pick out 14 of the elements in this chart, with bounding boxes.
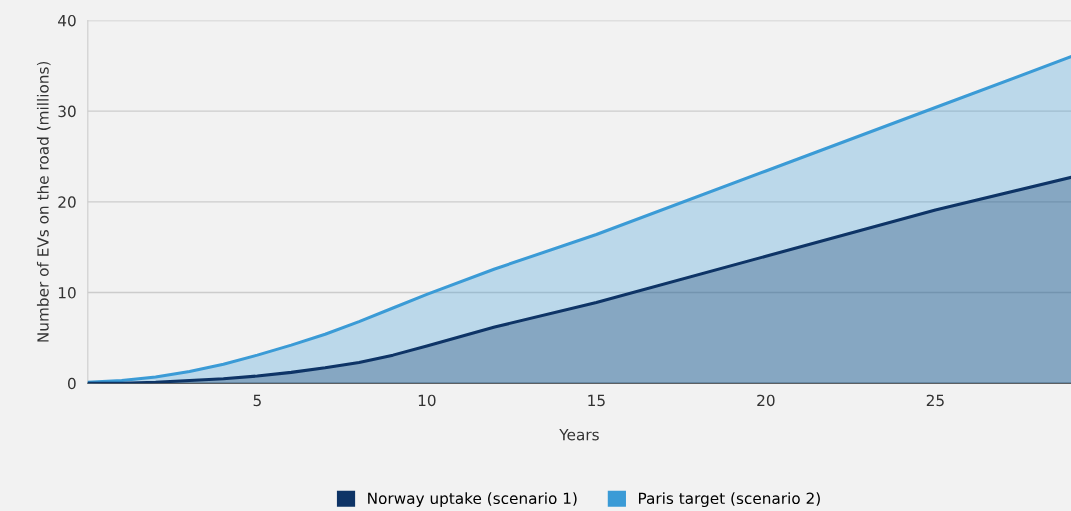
x-tick-label: 20 xyxy=(757,394,775,407)
x-tick-label: 10 xyxy=(418,394,436,407)
x-tick-label: 15 xyxy=(588,394,605,407)
x-axis-title: Years xyxy=(559,429,599,441)
y-axis-title: Number of EVs on the road (millions) xyxy=(36,61,51,342)
legend-label: Paris target (scenario 2) xyxy=(639,492,820,508)
x-tick-label: 25 xyxy=(926,394,944,407)
y-tick-label: 20 xyxy=(58,196,76,208)
x-tick-label: 5 xyxy=(253,394,261,407)
y-tick-label: 40 xyxy=(58,14,76,27)
y-tick-label: 10 xyxy=(58,287,76,299)
legend-label: Norway uptake (scenario 1) xyxy=(368,492,577,508)
y-tick-label: 0 xyxy=(68,377,76,390)
y-tick-label: 30 xyxy=(58,105,76,118)
